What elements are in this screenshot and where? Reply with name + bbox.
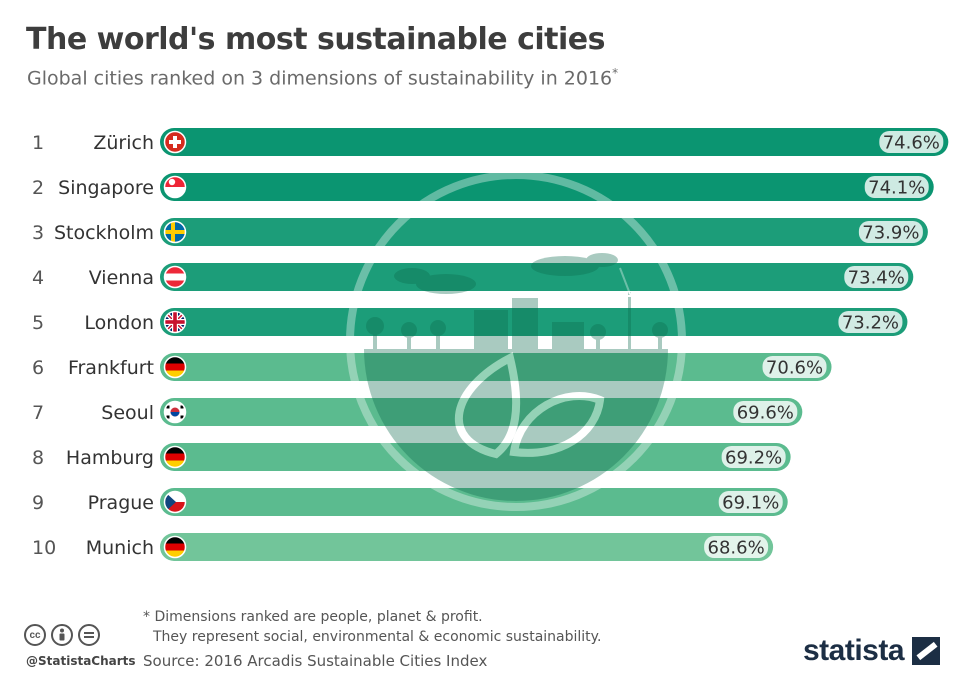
rank-label: 8 [32,447,44,469]
city-label: Munich [86,537,154,559]
switzerland-flag [163,130,187,154]
bar-1 [160,128,949,156]
value-label: 73.9% [862,223,919,244]
footnote-line-1: * Dimensions ranked are people, planet &… [143,609,483,625]
bar-7 [160,398,803,426]
value-pill [864,176,929,198]
city-label: Zürich [93,132,154,154]
labels-layer: 1 Zürich 74.6% 2 Singapore 74.1% 3 Stockholm 73.… [32,130,944,559]
value-label: 73.2% [842,313,899,334]
value-pill [718,491,783,513]
bar-6 [160,353,832,381]
germany-flag [163,445,187,469]
value-label: 73.4% [848,268,905,289]
city-label: Frankfurt [68,357,154,379]
sweden-flag [163,220,187,244]
city-label: Stockholm [54,222,154,244]
source-note: Source: 2016 Arcadis Sustainable Cities … [143,652,488,670]
value-label: 74.1% [868,178,925,199]
brand-name: statista [803,634,905,667]
statista-logo[interactable]: statista [803,634,941,668]
value-label: 68.6% [708,538,765,559]
value-pill [838,311,903,333]
attribution-icon [51,624,73,646]
austria-flag [163,265,187,289]
bar-2 [160,173,934,201]
city-label: London [84,312,154,334]
footnote: * Dimensions ranked are people, planet &… [143,607,601,647]
bars-layer [160,128,949,561]
rank-label: 4 [32,267,44,289]
footnote-line-2: They represent social, environmental & e… [153,629,602,645]
value-pill [762,356,827,378]
value-pill [858,221,923,243]
cc-icon: cc [24,624,46,646]
bar-4 [160,263,914,291]
city-label: Singapore [58,177,154,199]
value-pill [879,131,944,153]
value-pill [704,536,769,558]
statista-mark-icon [912,637,941,665]
bar-5 [160,308,908,336]
value-pill [844,266,909,288]
rank-label: 1 [32,132,44,154]
czech-flag [163,490,187,514]
twitter-handle[interactable]: @StatistaCharts [26,654,136,668]
rank-label: 5 [32,312,44,334]
rank-label: 6 [32,357,44,379]
singapore-flag [163,175,187,199]
bar-chart: 1 Zürich 74.6% 2 Singapore 74.1% 3 Stockholm 73.… [32,128,949,561]
germany-flag [163,355,187,379]
license-icons: cc [24,624,100,646]
uk-flag [163,310,187,334]
bar-9 [160,488,788,516]
rank-label: 10 [32,537,56,559]
subtitle-footnote-mark: * [612,66,619,80]
germany-flag [163,535,187,559]
value-label: 69.6% [737,403,794,424]
city-label: Prague [88,492,154,514]
bar-3 [160,218,928,246]
value-label: 74.6% [883,133,940,154]
value-pill [733,401,798,423]
chart-title: The world's most sustainable cities [26,22,605,57]
rank-label: 7 [32,402,44,424]
value-pill [721,446,786,468]
rank-label: 2 [32,177,44,199]
rank-label: 9 [32,492,44,514]
value-label: 69.2% [725,448,782,469]
city-label: Vienna [89,267,154,289]
eco-city-watermark-icon [346,171,686,511]
city-label: Seoul [101,402,154,424]
value-label: 70.6% [766,358,823,379]
no-derivatives-icon [78,624,100,646]
value-label: 69.1% [722,493,779,514]
chart-subtitle: Global cities ranked on 3 dimensions of … [27,66,618,89]
city-label: Hamburg [66,447,154,469]
rank-label: 3 [32,222,44,244]
south-korea-flag [163,400,187,424]
bar-8 [160,443,791,471]
bar-10 [160,533,774,561]
subtitle-text: Global cities ranked on 3 dimensions of … [27,67,613,90]
